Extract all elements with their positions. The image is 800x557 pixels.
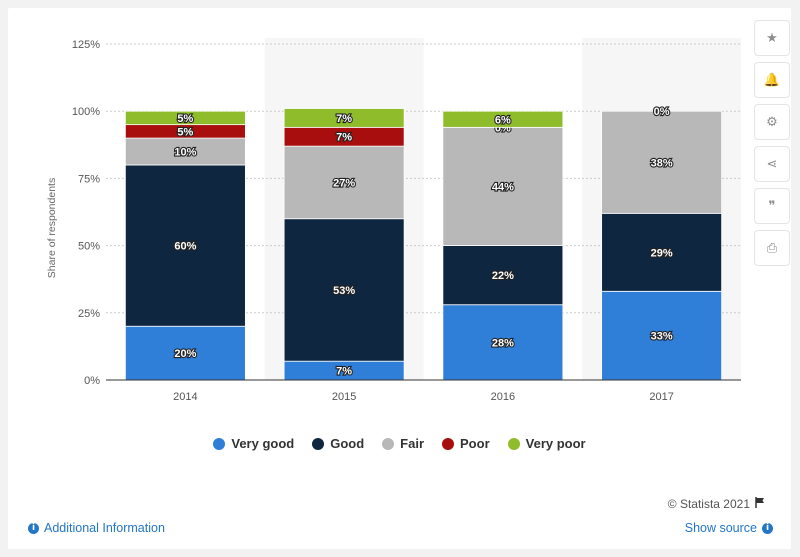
data-label: 27%: [333, 177, 355, 189]
data-label: 29%: [651, 247, 673, 259]
bell-icon[interactable]: 🔔: [754, 62, 790, 98]
data-label: 20%: [174, 348, 196, 360]
additional-information-label: Additional Information: [44, 521, 165, 535]
y-tick-label: 125%: [72, 39, 100, 51]
bar-segment: [283, 108, 405, 128]
bar-segment: [442, 110, 564, 128]
bar-segment: [601, 290, 723, 381]
legend-item-fair[interactable]: Fair: [382, 436, 424, 451]
x-tick-label: 2016: [491, 391, 515, 403]
legend-swatch-good: [312, 437, 325, 450]
show-source-link[interactable]: Show source i: [685, 521, 773, 535]
legend-item-poor[interactable]: Poor: [442, 436, 490, 451]
flag-icon: [755, 497, 765, 511]
y-tick-label: 75%: [78, 173, 100, 185]
info-icon: i: [28, 522, 39, 534]
show-source-label: Show source: [684, 521, 757, 535]
legend-label: Fair: [400, 436, 425, 451]
bar-segment: [442, 304, 564, 381]
data-label: 0%: [654, 106, 670, 118]
star-icon[interactable]: ★: [754, 20, 790, 56]
data-label: 7%: [336, 132, 352, 144]
data-label: 22%: [492, 270, 514, 282]
bar-segment: [124, 137, 246, 166]
info-icon: i: [762, 522, 773, 534]
share-icon[interactable]: ⋖: [754, 146, 790, 182]
credit-text: © Statista 2021: [667, 497, 750, 511]
legend-label: Poor: [460, 436, 490, 451]
print-icon[interactable]: ⎙: [754, 230, 790, 266]
bar-segment: [124, 164, 246, 327]
data-label: 7%: [336, 113, 352, 125]
bar-segment: [283, 218, 405, 362]
x-tick-label: 2017: [649, 391, 673, 403]
additional-information-link[interactable]: i Additional Information: [28, 521, 165, 535]
x-tick-label: 2015: [332, 391, 356, 403]
bar-segment: [601, 110, 723, 214]
data-label: 38%: [651, 157, 673, 169]
bar-segment: [442, 245, 564, 306]
data-label: 5%: [177, 126, 193, 138]
chart-card: 0% 25% 50% 75% 100% 125% Share of respondents 2…: [8, 8, 791, 549]
data-label: 60%: [174, 241, 196, 253]
y-tick-label: 25%: [78, 308, 100, 320]
y-tick-label: 0%: [84, 375, 100, 387]
y-tick-label: 100%: [72, 106, 100, 118]
statista-credit[interactable]: © Statista 2021: [668, 497, 765, 511]
legend-item-very-good[interactable]: Very good: [213, 436, 294, 451]
bar-segment: [124, 110, 246, 126]
data-label: 28%: [492, 337, 514, 349]
stacked-bar-chart: 0% 25% 50% 75% 100% 125% Share of respondents 2…: [46, 38, 741, 403]
data-label: 33%: [651, 331, 673, 343]
y-axis-label: Share of respondents: [46, 178, 58, 278]
legend-swatch-very-good: [213, 437, 226, 450]
legend-swatch-very-poor: [507, 437, 520, 450]
legend-item-good[interactable]: Good: [312, 436, 364, 451]
y-tick-label: 50%: [78, 241, 100, 253]
quote-icon[interactable]: ❞: [754, 188, 790, 224]
data-label: 44%: [492, 181, 514, 193]
bar-segment: [283, 145, 405, 220]
legend-label: Very good: [231, 436, 295, 451]
bar-segment: [601, 212, 723, 292]
legend-item-very-poor[interactable]: Very poor: [507, 436, 586, 451]
data-label: 7%: [336, 366, 352, 378]
chart-legend: Very good Good Fair Poor Very poor: [8, 436, 791, 451]
legend-label: Very poor: [525, 436, 586, 451]
data-label: 10%: [174, 147, 196, 159]
legend-swatch-poor: [442, 437, 455, 450]
x-tick-label: 2014: [173, 391, 197, 403]
legend-swatch-fair: [382, 437, 395, 450]
data-label: 6%: [495, 114, 511, 126]
legend-label: Good: [330, 436, 365, 451]
gear-icon[interactable]: ⚙: [754, 104, 790, 140]
data-label: 5%: [177, 113, 193, 125]
data-label: 53%: [333, 285, 355, 297]
bar-segment: [124, 325, 246, 381]
